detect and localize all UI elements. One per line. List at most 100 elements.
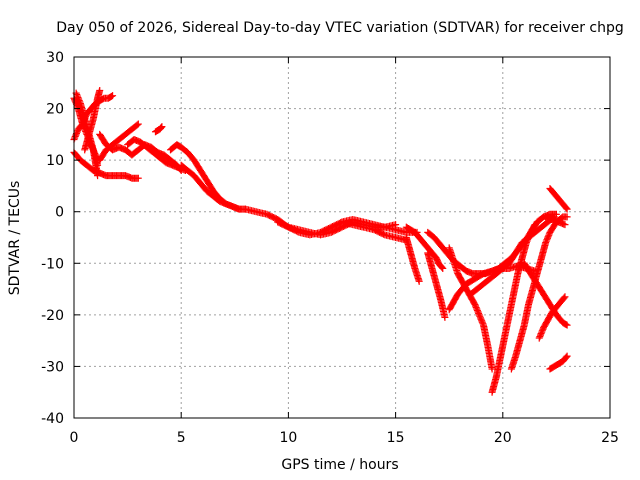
data-point — [524, 236, 532, 244]
y-tick-label: 30 — [46, 50, 64, 66]
data-point — [108, 92, 116, 100]
y-tick-label: -30 — [41, 359, 64, 375]
series-trace-p — [402, 234, 423, 285]
y-tick-label: -10 — [41, 256, 64, 272]
data-point — [75, 95, 83, 103]
data-point — [158, 123, 166, 131]
x-tick-label: 25 — [601, 430, 619, 446]
data-point — [536, 331, 544, 339]
x-tick-label: 5 — [177, 430, 186, 446]
series-trace-v — [488, 221, 539, 396]
data-point — [109, 92, 117, 100]
data-point — [73, 92, 81, 100]
data-point — [561, 221, 569, 229]
y-tick-label: 20 — [46, 102, 64, 118]
data-point — [536, 333, 544, 341]
data-point — [475, 309, 483, 317]
data-point — [472, 303, 480, 311]
data-point — [543, 236, 551, 244]
data-point — [522, 239, 530, 247]
data-point — [562, 321, 570, 329]
data-point — [563, 205, 571, 213]
data-point — [538, 327, 546, 335]
data-point — [542, 239, 550, 247]
data-point — [157, 123, 165, 131]
x-tick-label: 15 — [387, 430, 405, 446]
data-point — [479, 320, 487, 328]
data-point — [563, 213, 571, 221]
data-point — [473, 306, 481, 314]
data-point — [473, 305, 481, 313]
series-trace-c — [70, 148, 142, 182]
series-trace-ab — [542, 213, 569, 229]
data-point — [530, 222, 538, 230]
axis-tick-labels: 0 5 10 15 20 25 -40 -30 -20 -10 0 10 20 30 — [41, 50, 619, 446]
plot-frame — [73, 56, 611, 419]
data-point — [73, 128, 81, 136]
data-point — [415, 277, 423, 285]
data-point — [475, 311, 483, 319]
data-point — [478, 318, 486, 326]
series-trace-aa — [546, 185, 571, 213]
data-point — [471, 301, 479, 309]
data-point — [439, 264, 447, 272]
x-tick-label: 10 — [279, 430, 297, 446]
data-points — [70, 87, 571, 396]
data-point — [537, 330, 545, 338]
data-point — [156, 124, 164, 132]
data-point — [545, 231, 553, 239]
data-point — [96, 87, 104, 95]
series-trace-e — [81, 87, 104, 154]
chart-title: Day 050 of 2026, Sidereal Day-to-day VTE… — [56, 20, 624, 36]
data-point — [75, 96, 83, 104]
axis-ticks — [73, 56, 611, 419]
data-point — [474, 308, 482, 316]
series-trace-i — [151, 123, 166, 136]
data-point — [562, 353, 570, 361]
series-trace-g — [96, 120, 142, 164]
data-point — [134, 174, 142, 182]
data-point — [538, 328, 546, 336]
data-point — [74, 94, 82, 102]
data-point — [472, 302, 480, 310]
data-point — [544, 234, 552, 242]
y-tick-label: 10 — [46, 153, 64, 169]
data-point — [563, 321, 571, 329]
data-point — [524, 234, 532, 242]
y-tick-label: -40 — [41, 411, 64, 427]
series-trace-z — [546, 352, 571, 373]
series-trace-h — [124, 136, 189, 174]
data-point — [531, 221, 539, 229]
data-point — [441, 313, 449, 321]
data-point — [535, 334, 543, 342]
data-point — [94, 172, 102, 180]
data-point — [544, 233, 552, 241]
data-point — [71, 133, 79, 141]
series-trace-q — [424, 249, 449, 321]
series-trace-y — [535, 293, 569, 342]
data-point — [478, 317, 486, 325]
series-trace-o — [402, 223, 447, 272]
data-point — [476, 312, 484, 320]
data-point — [525, 231, 533, 239]
data-point — [563, 352, 571, 360]
data-point — [523, 237, 531, 245]
data-point — [542, 237, 550, 245]
x-tick-label: 20 — [494, 430, 512, 446]
data-point — [560, 294, 568, 302]
data-point — [438, 263, 446, 271]
y-axis-title: SDTVAR / TECUs — [7, 181, 23, 296]
data-point — [71, 134, 79, 142]
x-tick-label: 0 — [70, 430, 79, 446]
x-axis-title: GPS time / hours — [281, 457, 398, 473]
y-tick-label: -20 — [41, 308, 64, 324]
y-tick-label: 0 — [55, 205, 64, 221]
data-point — [476, 314, 484, 322]
data-point — [133, 121, 141, 129]
data-point — [562, 204, 570, 212]
data-point — [477, 315, 485, 323]
data-point — [561, 293, 569, 301]
